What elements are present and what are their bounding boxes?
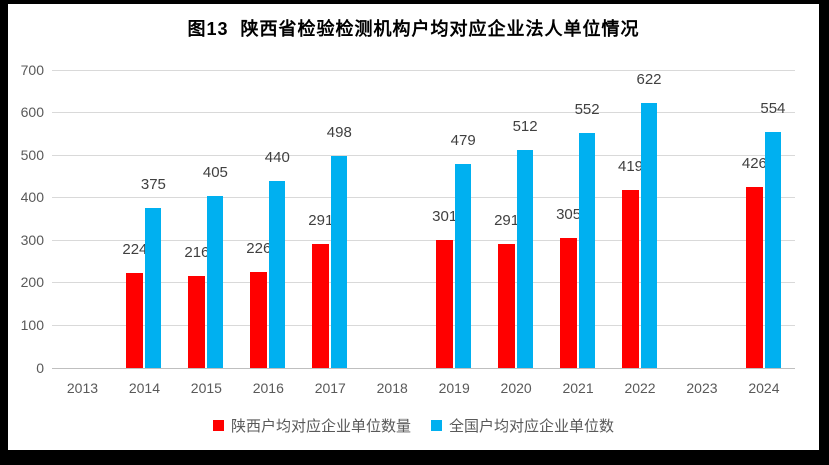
bar-national-2014 bbox=[145, 208, 162, 368]
x-axis-tick-label: 2022 bbox=[624, 380, 656, 396]
y-axis-tick-label: 400 bbox=[20, 189, 44, 206]
data-label-shaanxi-2015: 216 bbox=[184, 244, 210, 261]
x-axis-tick-label: 2023 bbox=[686, 380, 718, 396]
data-label-national-2020: 512 bbox=[512, 118, 538, 135]
x-axis-tick-label: 2024 bbox=[748, 380, 780, 396]
chart-legend: 陕西户均对应企业单位数量 全国户均对应企业单位数 bbox=[8, 414, 819, 436]
bar-national-2021 bbox=[579, 133, 596, 368]
data-label-national-2019: 479 bbox=[450, 132, 476, 150]
y-axis-tick-label: 500 bbox=[20, 146, 44, 163]
chart-page: 图13 陕西省检验检测机构户均对应企业法人单位情况 0 100 200 300 400 5… bbox=[8, 4, 819, 450]
x-axis-tick-label: 2021 bbox=[562, 380, 594, 396]
bar-shaanxi-2014 bbox=[126, 272, 144, 368]
legend-item-shaanxi: 陕西户均对应企业单位数量 bbox=[212, 415, 411, 436]
gridline bbox=[51, 239, 795, 241]
gridline bbox=[51, 154, 795, 156]
data-label-shaanxi-2017: 291 bbox=[308, 212, 334, 230]
data-label-national-2021: 552 bbox=[574, 101, 600, 118]
gridline bbox=[51, 69, 795, 71]
bar-national-2015 bbox=[207, 195, 224, 368]
bar-shaanxi-2020 bbox=[498, 244, 516, 368]
gridline bbox=[51, 112, 795, 114]
data-label-shaanxi-2016: 226 bbox=[246, 239, 272, 257]
data-label-shaanxi-2019: 301 bbox=[432, 207, 458, 225]
y-axis-tick-label: 300 bbox=[20, 231, 44, 248]
x-axis-tick-label: 2019 bbox=[438, 380, 470, 396]
data-label-shaanxi-2014: 224 bbox=[122, 240, 148, 258]
bar-shaanxi-2024 bbox=[745, 186, 763, 368]
legend-item-national: 全国户均对应企业单位数 bbox=[431, 415, 614, 436]
data-label-national-2022: 622 bbox=[636, 71, 662, 89]
legend-swatch-national bbox=[431, 419, 442, 431]
gridline bbox=[51, 367, 795, 369]
bar-shaanxi-2017 bbox=[312, 244, 330, 368]
legend-swatch-shaanxi bbox=[212, 419, 224, 431]
bar-shaanxi-2015 bbox=[188, 276, 206, 368]
y-axis-tick-label: 100 bbox=[20, 316, 44, 333]
data-label-shaanxi-2024: 426 bbox=[741, 154, 767, 172]
data-label-national-2015: 405 bbox=[202, 163, 228, 181]
data-label-shaanxi-2022: 419 bbox=[617, 157, 644, 175]
x-axis-tick-label: 2013 bbox=[66, 380, 99, 396]
legend-label-shaanxi: 陕西户均对应企业单位数量 bbox=[230, 417, 411, 435]
bar-shaanxi-2019 bbox=[436, 239, 454, 368]
data-label-national-2014: 375 bbox=[140, 176, 166, 194]
data-label-shaanxi-2020: 291 bbox=[494, 212, 520, 230]
x-axis-tick-label: 2016 bbox=[252, 380, 284, 396]
bar-national-2024 bbox=[764, 132, 781, 368]
legend-label-national: 全国户均对应企业单位数 bbox=[449, 417, 615, 435]
bar-national-2019 bbox=[455, 164, 472, 368]
data-label-shaanxi-2021: 305 bbox=[556, 206, 582, 224]
y-axis-tick-label: 200 bbox=[20, 274, 44, 291]
y-axis-tick-label: 0 bbox=[36, 359, 44, 376]
bar-shaanxi-2016 bbox=[250, 271, 268, 368]
bar-national-2022 bbox=[641, 103, 657, 368]
x-axis-tick-label: 2014 bbox=[128, 380, 160, 396]
gridline bbox=[51, 324, 795, 326]
x-axis-tick-label: 2020 bbox=[500, 380, 532, 396]
plot-area: 0 100 200 300 400 500 600 700 2013 2014 2015 2016 20… bbox=[8, 4, 819, 450]
bar-national-2016 bbox=[269, 180, 286, 368]
bar-shaanxi-2022 bbox=[622, 189, 639, 368]
x-axis-tick-label: 2015 bbox=[190, 380, 222, 396]
gridline bbox=[51, 282, 795, 284]
gridline bbox=[51, 197, 795, 199]
x-axis-tick-label: 2017 bbox=[314, 380, 346, 396]
x-axis-tick-label: 2018 bbox=[376, 380, 408, 396]
bar-national-2017 bbox=[331, 156, 348, 368]
data-label-national-2024: 554 bbox=[760, 100, 786, 118]
y-axis-tick-label: 600 bbox=[20, 104, 44, 121]
data-label-national-2017: 498 bbox=[326, 124, 352, 141]
bar-national-2020 bbox=[517, 150, 534, 368]
data-label-national-2016: 440 bbox=[264, 148, 290, 166]
y-axis-tick-label: 700 bbox=[20, 61, 44, 78]
bar-shaanxi-2021 bbox=[560, 238, 578, 368]
chart-title: 图13 陕西省检验检测机构户均对应企业法人单位情况 bbox=[187, 19, 640, 39]
